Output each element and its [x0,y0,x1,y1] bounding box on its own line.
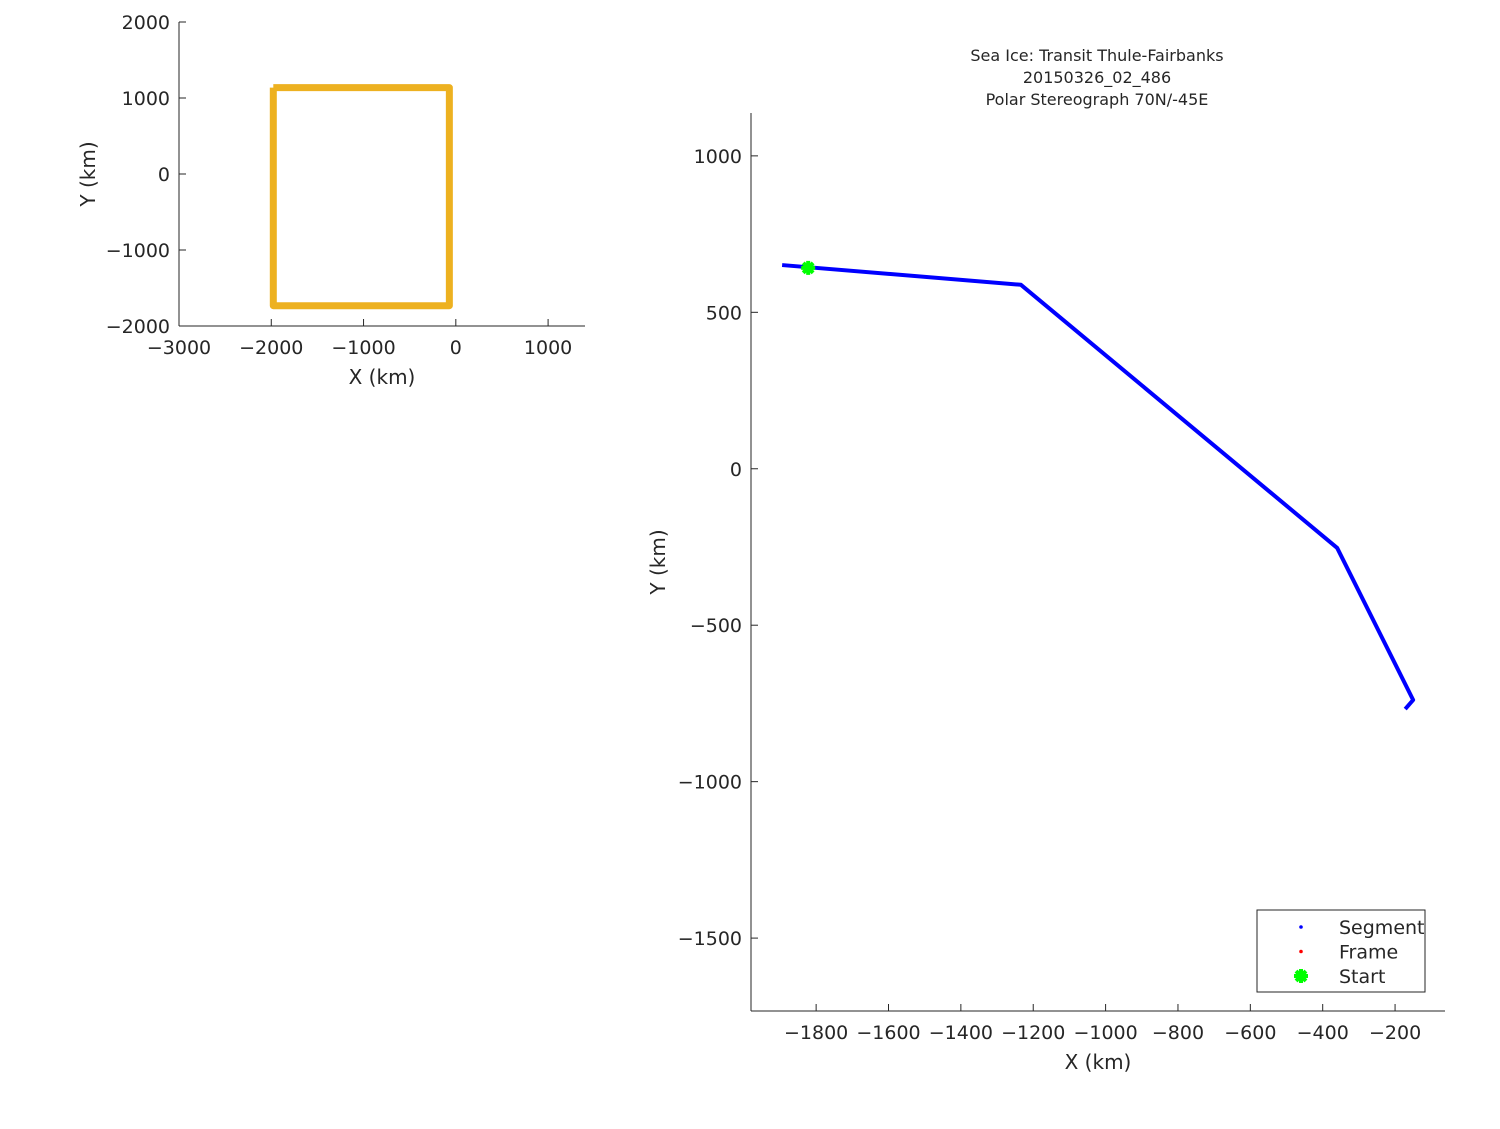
x-tick-label: −400 [1297,1022,1349,1044]
y-axis-label: Y (km) [76,141,100,207]
y-tick-label: −2000 [106,316,170,338]
x-tick-label: −2000 [239,337,303,359]
legend-box [1256,909,1426,993]
x-tick-label: −200 [1369,1022,1421,1044]
legend-start-marker [1294,969,1308,983]
legend-frame-marker [1299,949,1303,954]
legend-segment-marker [1299,925,1303,929]
x-tick-label: −1200 [1001,1022,1065,1044]
y-axis-label: Y (km) [646,529,670,595]
x-tick-label: 0 [450,337,462,359]
chart-title-line: Polar Stereograph 70N/-45E [986,90,1209,109]
legend-label: Frame [1339,942,1398,964]
y-tick-label: 1000 [122,88,170,110]
overview-axes: −3000 −2000 −1000 0 1000−2000−1000010002000X… [76,12,585,389]
y-tick-label: 0 [158,164,170,186]
y-tick-label: −1500 [678,928,742,950]
x-tick-label: −1000 [331,337,395,359]
boundary-line [269,84,453,310]
x-axis-label: X (km) [349,365,416,389]
legend-label: Start [1339,966,1385,988]
legend-label: Segment [1339,917,1425,939]
start-marker [801,260,816,275]
chart-title-line: 20150326_02_486 [1023,68,1171,88]
x-tick-label: −1600 [856,1022,920,1044]
y-tick-label: 500 [706,302,742,324]
segment-line [781,263,1416,711]
y-tick-label: −1000 [106,240,170,262]
x-tick-label: −1000 [1073,1022,1137,1044]
x-tick-label: −1800 [784,1022,848,1044]
main-axes: −1800 −1600 −1400 −1200 −1000 −800 −600 −400 −20… [646,46,1445,1074]
y-tick-label: −1000 [678,772,742,794]
chart-title-line: Sea Ice: Transit Thule-Fairbanks [970,46,1223,65]
x-tick-label: 1000 [524,337,572,359]
x-tick-label: −3000 [147,337,211,359]
y-tick-label: 2000 [122,12,170,34]
y-tick-label: 0 [730,459,742,481]
y-tick-label: 1000 [694,146,742,168]
x-tick-label: −600 [1224,1022,1276,1044]
x-tick-label: −1400 [929,1022,993,1044]
x-tick-label: −800 [1152,1022,1204,1044]
x-axis-label: X (km) [1065,1050,1132,1074]
y-tick-label: −500 [690,615,742,637]
